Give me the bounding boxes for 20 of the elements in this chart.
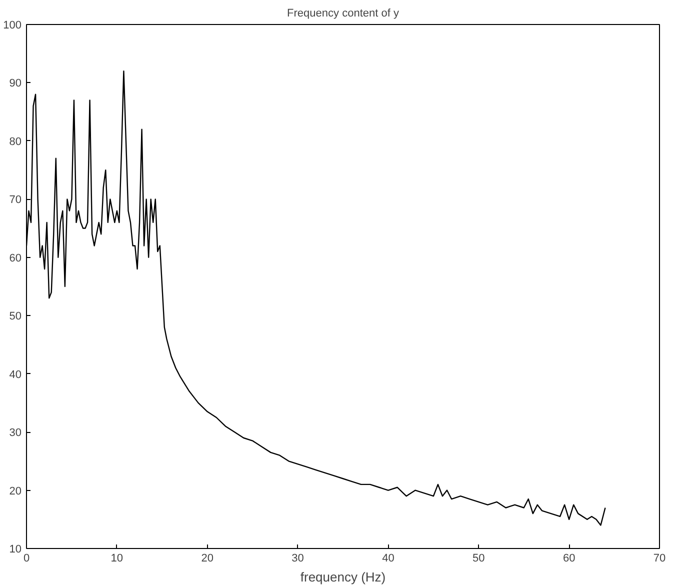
x-tick-label: 70: [653, 552, 666, 564]
y-tick-label: 40: [9, 368, 22, 381]
x-tick-label: 0: [23, 552, 30, 564]
x-tick-label: 10: [110, 552, 124, 564]
x-tick-label: 30: [292, 552, 304, 564]
y-tick-label: 60: [9, 252, 22, 264]
y-tick-label: 90: [9, 78, 22, 90]
y-tick-label: 20: [9, 485, 22, 498]
y-tick-label: 70: [9, 194, 22, 206]
y-tick-label: 80: [9, 136, 22, 148]
y-tick-label: 100: [3, 20, 22, 32]
chart-title: Frequency content of y: [287, 8, 400, 20]
y-tick-label: 50: [9, 310, 22, 323]
y-tick-label: 30: [9, 427, 22, 440]
x-tick-label: 20: [201, 552, 214, 564]
x-tick-label: 50: [472, 552, 485, 564]
x-tick-label: 60: [562, 552, 576, 564]
x-axis-title: frequency (Hz): [300, 570, 386, 584]
x-tick-label: 40: [382, 552, 394, 564]
y-tick-label: 10: [9, 544, 22, 556]
